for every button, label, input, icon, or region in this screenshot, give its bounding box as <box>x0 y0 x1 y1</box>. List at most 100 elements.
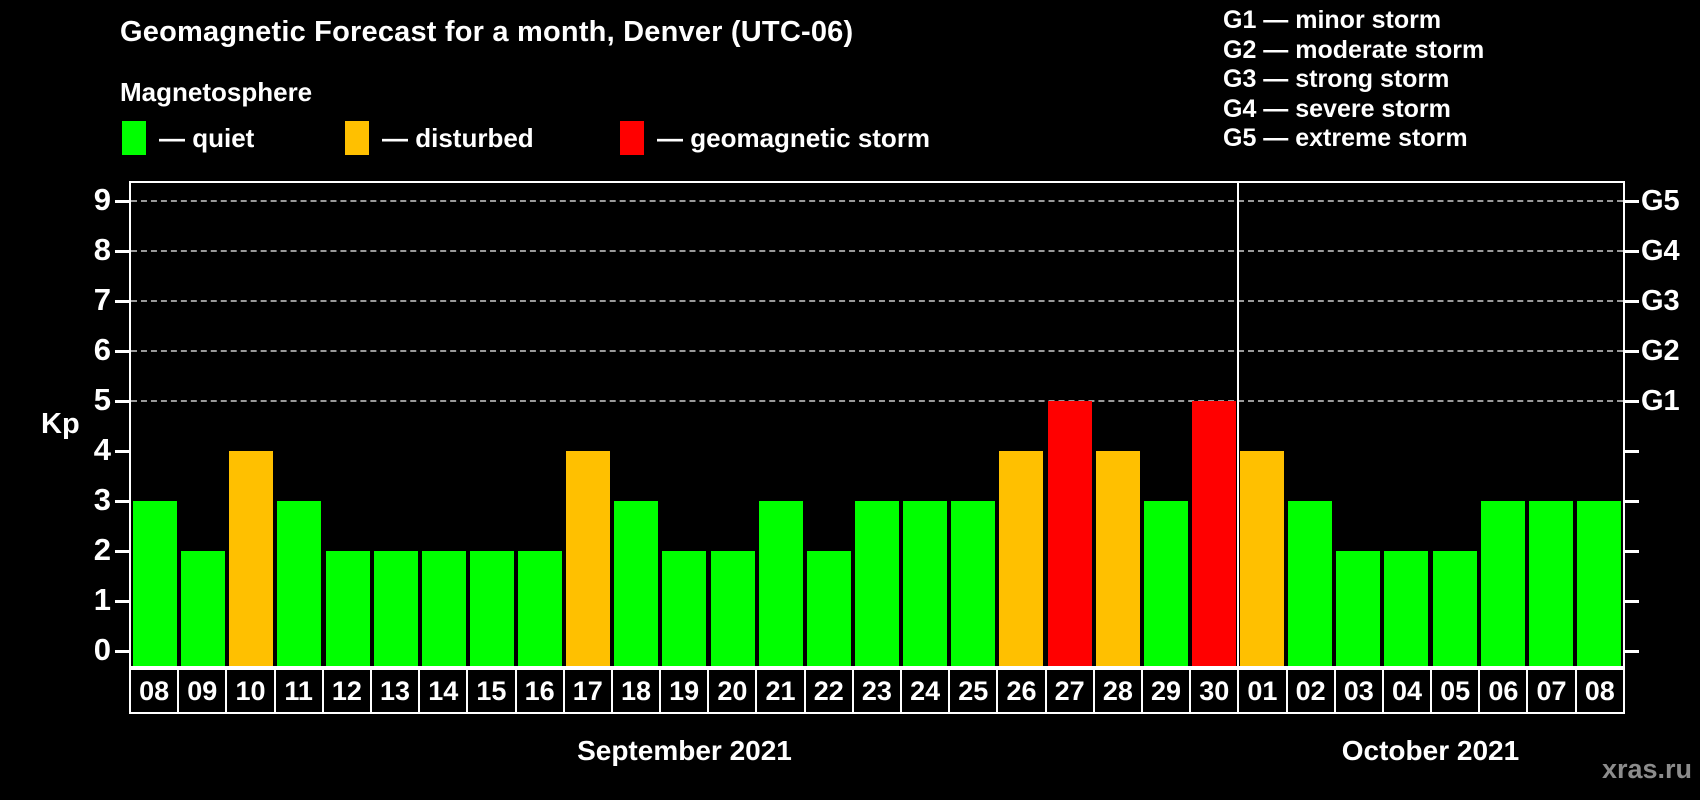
right-axis-tick <box>1623 199 1639 203</box>
y-tick-label: 1 <box>93 582 111 617</box>
y-axis-tick <box>115 499 131 503</box>
date-cell: 05 <box>1430 668 1481 714</box>
y-axis-tick <box>115 349 131 353</box>
kp-bar-11 <box>277 501 322 666</box>
kp-bar-24 <box>903 501 948 666</box>
date-cell: 17 <box>562 668 613 714</box>
y-axis-tick <box>115 299 131 303</box>
date-cell: 13 <box>369 668 421 714</box>
g-scale-label-g3: G3 <box>1641 285 1680 317</box>
g-scale-label-g4: G4 <box>1641 235 1680 267</box>
date-cell: 09 <box>177 668 228 714</box>
kp-bar-19 <box>662 551 707 666</box>
kp-bar-02 <box>1288 501 1333 666</box>
y-axis-tick <box>115 549 131 553</box>
g-scale-label-g2: G2 <box>1641 335 1680 367</box>
date-cell: 27 <box>1044 668 1095 714</box>
kp-bar-25 <box>951 501 996 666</box>
right-axis-tick <box>1623 549 1639 553</box>
date-cell: 22 <box>803 668 854 714</box>
right-axis-tick <box>1623 399 1639 403</box>
legend-label-disturbed: — disturbed <box>382 122 534 153</box>
kp-bar-04 <box>1384 551 1429 666</box>
y-tick-label: 2 <box>93 532 111 567</box>
month-label-1: October 2021 <box>1341 735 1520 766</box>
month-separator-line <box>1236 183 1239 666</box>
right-axis-tick <box>1623 649 1639 653</box>
date-axis-strip: 08 09 10 11 12 13 14 15 16 17 18 19 20 21 22 23 24 25 26 27… <box>129 668 1625 714</box>
g4-legend-line: G4 — severe storm <box>1223 94 1451 123</box>
legend-label-storm: — geomagnetic storm <box>657 122 931 153</box>
legend-item-quiet: — quiet <box>122 119 254 157</box>
y-tick-label: 9 <box>93 182 111 217</box>
y-axis-tick <box>115 199 131 203</box>
y-axis-tick <box>115 249 131 253</box>
right-axis-tick <box>1623 449 1639 453</box>
disturbed-color-swatch <box>345 121 369 155</box>
legend-item-storm: — geomagnetic storm <box>620 119 930 157</box>
g5-legend-line: G5 — extreme storm <box>1223 124 1468 152</box>
gridline-g1 <box>131 400 1623 402</box>
kp-bar-16 <box>518 551 563 666</box>
date-cell: 07 <box>1526 668 1577 714</box>
kp-bar-08 <box>133 501 178 666</box>
kp-bar-26 <box>999 451 1044 666</box>
y-axis-tick <box>115 399 131 403</box>
kp-bar-29 <box>1143 501 1188 666</box>
legend-item-disturbed: — disturbed <box>345 119 534 157</box>
kp-bar-30 <box>1191 401 1236 666</box>
date-cell: 20 <box>707 668 758 714</box>
date-cell: 28 <box>1092 668 1143 714</box>
date-cell: 11 <box>273 668 324 714</box>
date-cell: 04 <box>1381 668 1433 714</box>
y-axis-tick <box>115 649 131 653</box>
date-cell: 01 <box>1237 668 1288 714</box>
right-axis-tick <box>1623 499 1639 503</box>
plot-area: G1 G2 G3 G4 G5 0 1 2 3 4 5 6 7 8 9 Kp <box>41 181 1680 668</box>
kp-bar-28 <box>1095 451 1140 666</box>
g-scale-legend: G1 — minor storm G2 — moderate storm G3 … <box>1223 6 1484 154</box>
storm-color-swatch <box>620 121 644 155</box>
date-cell: 08 <box>129 668 180 714</box>
date-cell: 03 <box>1333 668 1384 714</box>
date-cell: 21 <box>755 668 806 714</box>
y-axis-tick <box>115 449 131 453</box>
date-cell: 08 <box>1574 668 1625 714</box>
y-tick-label: 4 <box>93 432 111 467</box>
g1-legend-line: G1 — minor storm <box>1223 6 1442 34</box>
right-axis-tick <box>1623 299 1639 303</box>
kp-bar-01 <box>1240 451 1285 666</box>
kp-bar-07 <box>1528 501 1573 666</box>
date-cell: 26 <box>996 668 1047 714</box>
kp-bar-13 <box>373 551 418 666</box>
date-cell: 10 <box>225 668 276 714</box>
month-label-0: September 2021 <box>577 735 792 766</box>
kp-bar-12 <box>325 551 370 666</box>
right-axis-tick <box>1623 349 1639 353</box>
watermark: xras.ru <box>1601 754 1692 784</box>
kp-bar-06 <box>1480 501 1525 666</box>
date-cell: 18 <box>610 668 662 714</box>
date-cell: 16 <box>514 668 565 714</box>
quiet-color-swatch <box>122 121 146 155</box>
gridline-g2 <box>131 350 1623 352</box>
date-cell: 02 <box>1285 668 1336 714</box>
y-tick-label: 3 <box>93 482 111 517</box>
date-cell: 15 <box>466 668 517 714</box>
g-scale-label-g1: G1 <box>1641 385 1680 417</box>
kp-axis-label: Kp <box>41 408 80 440</box>
kp-bar-09 <box>181 551 226 666</box>
date-cell: 14 <box>418 668 469 714</box>
date-cell: 24 <box>900 668 951 714</box>
gridline-g5 <box>131 200 1623 202</box>
y-tick-label: 7 <box>93 282 111 317</box>
legend-label-quiet: — quiet <box>159 122 255 153</box>
y-tick-label: 5 <box>93 382 111 417</box>
kp-bar-23 <box>855 501 899 666</box>
y-tick-label: 0 <box>93 632 111 667</box>
date-cell: 12 <box>321 668 372 714</box>
kp-bar-22 <box>806 551 851 666</box>
g2-legend-line: G2 — moderate storm <box>1223 35 1485 64</box>
date-cell: 25 <box>948 668 999 714</box>
